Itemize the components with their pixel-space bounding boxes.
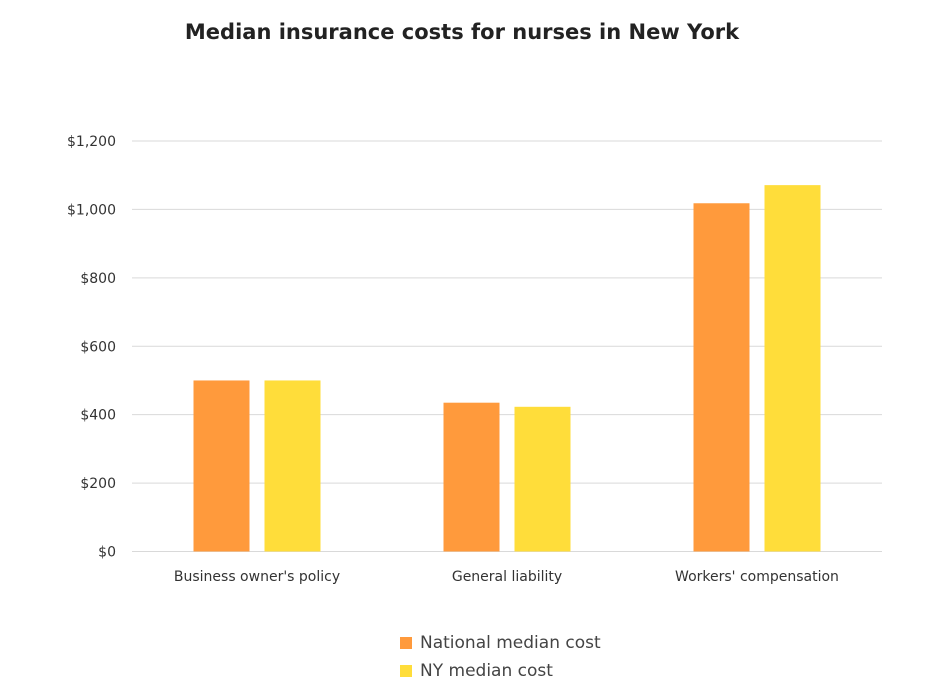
- bar-ny: [764, 185, 821, 552]
- legend-swatch-ny: [400, 665, 412, 677]
- bar-ny: [514, 406, 571, 552]
- x-tick-label: General liability: [452, 569, 562, 585]
- y-tick-label: $400: [80, 408, 116, 424]
- bar-national: [443, 402, 500, 552]
- x-tick-label: Workers' compensation: [675, 569, 839, 585]
- x-tick-label: Business owner's policy: [174, 569, 340, 585]
- y-tick-label: $1,000: [67, 202, 116, 218]
- legend-item-ny: NY median cost: [400, 661, 553, 681]
- bar-national: [693, 203, 750, 552]
- y-tick-label: $200: [80, 476, 116, 492]
- y-tick-label: $1,200: [67, 134, 116, 150]
- y-tick-label: $600: [80, 339, 116, 355]
- legend-label-ny: NY median cost: [420, 661, 553, 681]
- legend-swatch-national: [400, 637, 412, 649]
- bar-national: [193, 380, 250, 552]
- y-tick-label: $0: [98, 545, 116, 561]
- y-tick-label: $800: [80, 271, 116, 287]
- legend-label-national: National median cost: [420, 633, 601, 653]
- chart-title: Median insurance costs for nurses in New…: [184, 20, 740, 44]
- bar-ny: [264, 380, 321, 552]
- legend-item-national: National median cost: [400, 633, 601, 653]
